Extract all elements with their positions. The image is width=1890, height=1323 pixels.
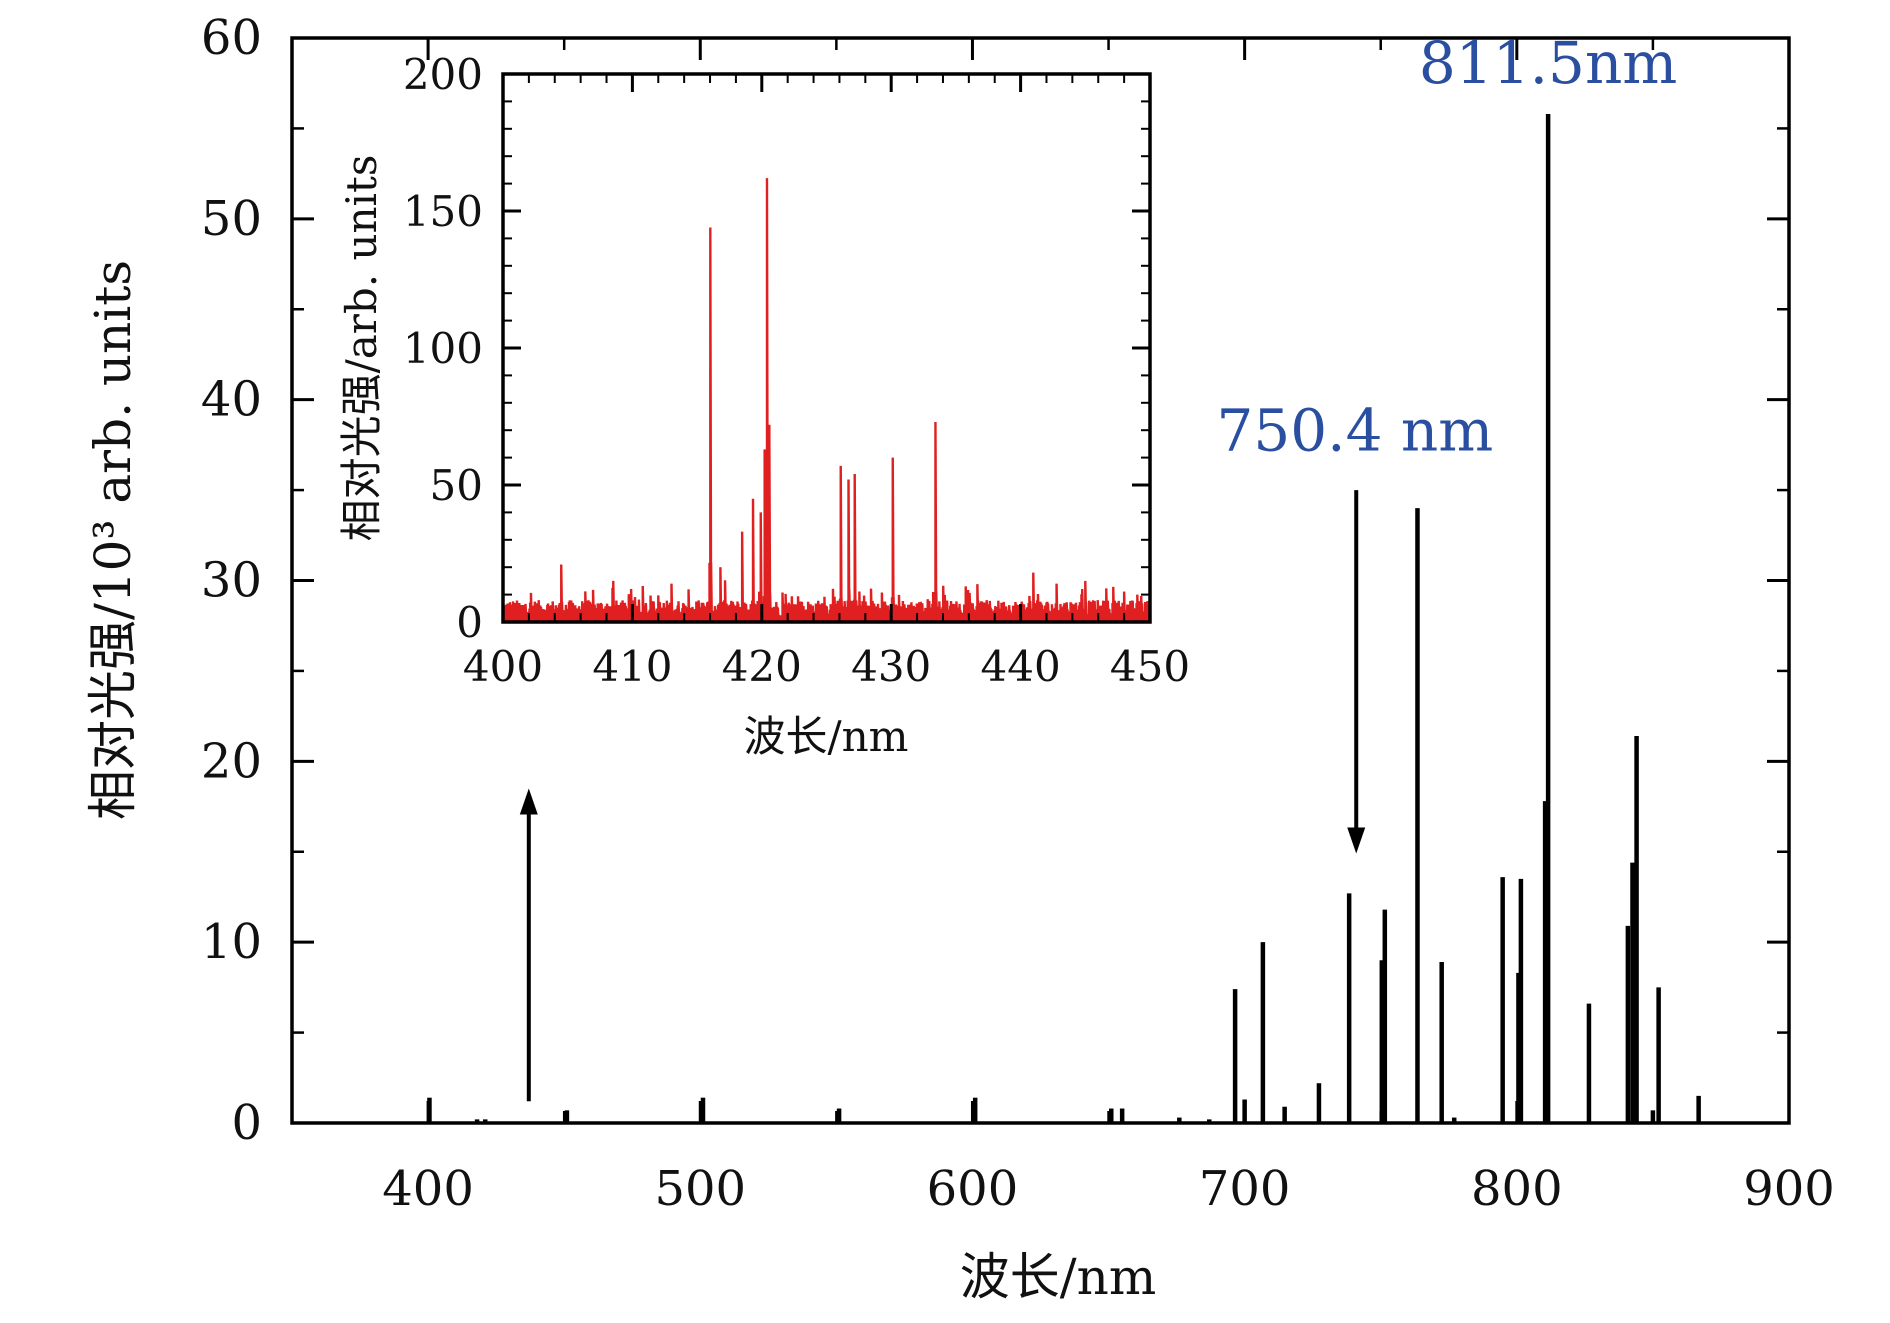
x-tick-label-500: 500 bbox=[654, 1161, 746, 1217]
inset-x-tick-label-450: 450 bbox=[1110, 642, 1190, 691]
x-tick-label-400: 400 bbox=[382, 1161, 474, 1217]
y-tick-label-0: 0 bbox=[231, 1095, 262, 1151]
y-tick-label-20: 20 bbox=[201, 733, 262, 789]
inset-background bbox=[503, 74, 1150, 622]
x-tick-label-600: 600 bbox=[927, 1161, 1019, 1217]
main-arrows bbox=[519, 490, 1366, 1102]
inset-spectrum-line bbox=[501, 178, 1151, 623]
inset-y-tick-label-200: 200 bbox=[403, 50, 483, 99]
x-tick-label-900: 900 bbox=[1743, 1161, 1835, 1217]
inset-x-ticks: 400 410 420 430 440 450 bbox=[463, 74, 1190, 691]
y-tick-label-30: 30 bbox=[201, 553, 262, 609]
x-tick-label-800: 800 bbox=[1471, 1161, 1563, 1217]
inset-x-tick-label-420: 420 bbox=[722, 642, 802, 691]
inset-y-tick-label-150: 150 bbox=[403, 187, 483, 236]
main-x-ticks: 400 500 600 700 800 900 bbox=[290, 38, 1835, 1217]
inset-x-tick-label-430: 430 bbox=[851, 642, 931, 691]
arrow-down-icon bbox=[1347, 827, 1366, 854]
peak-annotation-811-5nm: 811.5nm bbox=[1419, 29, 1677, 97]
inset-y-tick-label-50: 50 bbox=[430, 461, 483, 510]
inset-x-axis-title: 波长/nm bbox=[743, 712, 908, 761]
main-x-axis-title: 波长/nm bbox=[960, 1248, 1156, 1306]
inset-y-tick-label-100: 100 bbox=[403, 324, 483, 373]
peak-annotation-750-4nm: 750.4 nm bbox=[1216, 396, 1493, 464]
inset-x-tick-label-440: 440 bbox=[981, 642, 1061, 691]
inset-x-tick-label-400: 400 bbox=[463, 642, 543, 691]
y-tick-label-40: 40 bbox=[201, 372, 262, 428]
inset-x-tick-label-410: 410 bbox=[592, 642, 672, 691]
inset-y-axis-title: 相对光强/arb. units bbox=[337, 155, 386, 542]
y-tick-label-60: 60 bbox=[201, 10, 262, 66]
arrow-up-icon bbox=[519, 788, 538, 815]
inset-y-tick-label-0: 0 bbox=[456, 598, 483, 647]
inset-y-ticks: 0 50 100 150 200 bbox=[403, 50, 1150, 647]
y-tick-label-10: 10 bbox=[201, 914, 262, 970]
inset-chart: 400 410 420 430 440 450 0 50 100 150 200 波长/nm 相对… bbox=[337, 50, 1190, 761]
main-y-ticks: 0 10 20 30 40 50 60 bbox=[201, 10, 1789, 1151]
y-tick-label-50: 50 bbox=[201, 191, 262, 247]
main-y-axis-title: 相对光强/10³ arb. units bbox=[84, 260, 142, 820]
x-tick-label-700: 700 bbox=[1199, 1161, 1291, 1217]
